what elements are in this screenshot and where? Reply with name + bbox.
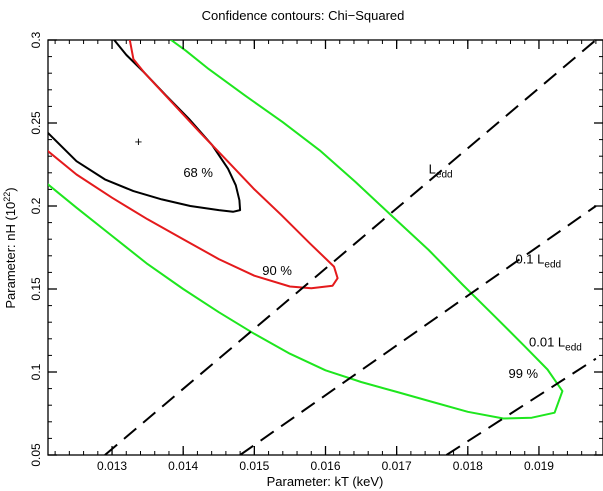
plot-frame [47, 39, 603, 456]
contours [48, 40, 564, 420]
limit-label: Ledd [429, 162, 453, 181]
limit-label: 0.01 Ledd [529, 334, 582, 353]
contour-label: 99 % [508, 366, 538, 381]
x-axis-label: Parameter: kT (keV) [267, 474, 384, 489]
y-tick-label: 0.25 [29, 111, 43, 135]
x-tick-label: 0.015 [239, 459, 269, 473]
limit-line-2 [239, 205, 597, 455]
contour-label: 90 % [262, 263, 292, 278]
limit-line-1 [104, 40, 597, 455]
x-tick-label: 0.018 [453, 459, 483, 473]
y-axis-label-main: Parameter: nH (10 [3, 202, 18, 309]
y-axis-label-sup: 22 [2, 192, 12, 202]
limit-label-main: 0.1 L [515, 251, 544, 266]
x-tick-label: 0.016 [310, 459, 340, 473]
chart-title: Confidence contours: Chi−Squared [202, 8, 405, 23]
x-tick-label: 0.014 [168, 459, 198, 473]
limit-label-sub: edd [436, 170, 453, 181]
y-tick-label: 0.3 [29, 31, 43, 48]
limit-label-main: L [429, 162, 436, 177]
x-tick-label: 0.019 [524, 459, 554, 473]
y-tick-label: 0.2 [29, 197, 43, 214]
y-axis-label-tail: ) [3, 187, 18, 191]
axis-ticks: 0.013 0.014 0.015 0.016 0.017 0.018 0.019 0.05 0… [29, 31, 603, 473]
limit-label-sub: edd [544, 259, 561, 270]
limit-label: 0.1 Ledd [515, 251, 561, 270]
best-fit-marker: + [135, 134, 143, 149]
limit-label-sub: edd [565, 342, 582, 353]
y-tick-label: 0.15 [29, 277, 43, 301]
contour-label: 68 % [183, 165, 213, 180]
limit-label-main: 0.01 L [529, 334, 565, 349]
y-axis-label: Parameter: nH (1022) [2, 187, 18, 308]
limit-line-3 [445, 357, 597, 455]
contour-90-line [48, 40, 339, 290]
y-tick-label: 0.05 [29, 443, 43, 467]
contour-68-line [48, 40, 242, 213]
eddington-limit-lines [104, 40, 597, 455]
contour-99-line [48, 40, 564, 420]
y-tick-label: 0.1 [29, 363, 43, 380]
x-tick-label: 0.017 [382, 459, 412, 473]
x-tick-label: 0.013 [97, 459, 127, 473]
